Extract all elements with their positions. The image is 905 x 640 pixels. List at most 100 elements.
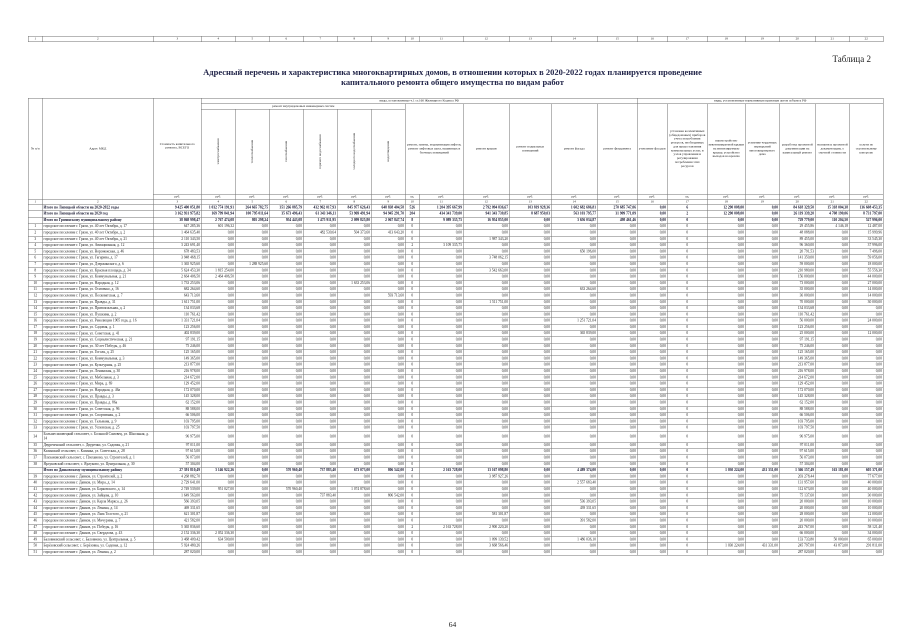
table-row: 35 Двуреченский сельсовет, с. Двуречки, у… [28,441,884,449]
value-cell: 0,00 [419,430,464,443]
value-cell: 0,00 [637,548,668,556]
table-row: 38 Ярлуковский сельсовет, с. Ярлуково, ул… [28,460,884,468]
value-cell: 0,00 [848,430,884,443]
continuation-strip: 1 2 3 4 5 6 7 8 9 10 11 12 13 14 15 16 17 18 19 20 21 22 [28,36,884,42]
table-row: 34 Большесамовецкий сельсовет, с. Большой… [28,430,884,443]
value-cell: 0,00 [848,548,884,556]
table-caption: Таблица 2 [832,54,872,64]
table-row: 10 городское поселение г. Грязи, ул. Наро… [28,279,884,287]
table-row: 11 городское поселение г. Грязи, ул. Осип… [28,286,884,293]
col-header-basement: ремонт подвальных помещений [509,103,552,195]
value-cell: 0,00 [371,548,406,556]
subtotal-row: Итого по Данковскому муниципальному райо… [28,467,884,474]
column-number-cell: 20 [779,36,816,42]
table-row: 41 городское поселение г. Данков, ул. Бар… [28,485,884,493]
address-cell: Большесамовецкий сельсовет, с. Большой С… [42,430,154,443]
table-row: 33 городское поселение г. Грязи, ул. Успе… [28,424,884,432]
table-header: № п/п Адрес МКД Стоимость капитального р… [28,97,884,205]
col-header-roof-conversion: переустройство невентилируемой крыши на … [707,103,746,195]
value-cell: 0,00 [815,548,850,556]
table-row: 5 городское поселение г. Грязи, ул. Ворон… [28,248,884,256]
col-header-system: водоотведения [371,108,406,195]
value-cell: 287 020,00 [779,548,816,556]
page-title: Адресный перечень и характеристика много… [0,67,905,87]
column-number-cell: 21 [815,36,850,42]
value-cell: 96 975,00 [779,430,816,443]
column-number-cell: 11 [419,36,464,42]
value-cell: 0 [405,430,420,443]
column-number-cell: 19 [745,36,780,42]
col-header-expertise: экспертиза проектной документации, о сме… [815,103,850,195]
column-number-cell: 8 [337,36,372,42]
table-row: 17 городское поселение г. Грязи, ул. Садо… [28,323,884,331]
table-row: 28 городское поселение г. Грязи, ул. Прав… [28,393,884,400]
table-row: 26 городское поселение г. Грязи, ул. Мира… [28,380,884,388]
column-number-cell: 17 [667,36,708,42]
value-cell: 0,00 [337,548,372,556]
row-number-cell: 34 [28,430,43,443]
table-row: 44 городское поселение г. Данков, ул. Лен… [28,504,884,512]
value-cell: 0,00 [745,548,780,556]
table-row: 20 городское поселение г. Грязи, ул. 30 л… [28,342,884,350]
table-row: 22 городское поселение г. Грязи, ул. Комм… [28,355,884,363]
column-number-cell: 12 [463,36,510,42]
table-row: 27 городское поселение г. Грязи, ул. Наро… [28,386,884,394]
value-cell: 0,00 [745,430,780,443]
value-cell: 0,00 [597,430,638,443]
subtotal-row: Итого по Липецкой области на 2020 год 3 1… [28,210,884,218]
table-row: 23 городское поселение г. Грязи, ул. Куль… [28,361,884,369]
system-columns-row: электроснабжения теплоснабжения газоснабже… [28,108,883,195]
table-row: 2 городское поселение г. Грязи, ул. 40 ле… [28,229,884,237]
value-cell: 0,00 [463,430,510,443]
value-cell: 0,00 [815,430,850,443]
value-cell: 0,00 [235,548,270,556]
col-header-attic: усиление чердачных перекрытий многокварт… [745,103,780,195]
value-cell: 0 [405,548,420,556]
col-header-cost: Стоимость капитального ремонта, ВСЕГО [153,98,202,195]
table-row: 31 городское поселение г. Грязи, ул. Спор… [28,412,884,419]
value-cell: 0,00 [269,548,304,556]
column-number-cell: 22 [849,36,884,42]
value-cell: 0,00 [337,430,372,443]
col-header-system: электроснабжения [201,108,236,195]
col-header-design: разработка проектной документации на кап… [779,103,816,195]
table-row: 45 городское поселение г. Данков, ул. Льв… [28,511,884,518]
value-cell: 0,00 [201,548,236,556]
table-row: 51 городское поселение г. Данков, ул. Лен… [28,548,884,556]
table-body: Итого по Липецкой области на 2020-2022 г… [28,204,884,556]
column-number-cell: 10 [405,36,420,42]
value-cell: 0,00 [269,430,304,443]
continuation-strip-table: 1 2 3 4 5 6 7 8 9 10 11 12 13 14 15 16 17 18 19 20 21 22 [28,36,884,42]
main-table: № п/п Адрес МКД Стоимость капитального р… [28,97,884,556]
value-cell: 0,00 [463,548,510,556]
row-number-cell: 51 [28,548,43,556]
col-header-facade: ремонт фасада [551,103,598,195]
col-header-address: Адрес МКД [42,97,154,200]
table-row: 8 городское поселение г. Грязи, ул. Красн… [28,267,884,275]
column-number-cell: 4 [201,36,236,42]
value-cell: 287 020,00 [153,548,202,556]
value-cell: 0,00 [509,548,552,556]
column-number-cell: 6 [269,36,304,42]
column-number-cell: 5 [235,36,270,42]
value-cell: 0,00 [303,548,338,556]
col-header-num: № п/п [28,97,43,200]
column-number-cell: 14 [551,36,598,42]
main-table-wrap: № п/п Адрес МКД Стоимость капитального р… [28,97,884,556]
continuation-numbers-row: 1 2 3 4 5 6 7 8 9 10 11 12 13 14 15 16 17 18 19 20 21 22 [28,36,884,42]
value-cell: 0,00 [551,548,598,556]
value-cell: 0 [667,430,708,443]
column-number-cell: 2 [42,36,154,42]
page-title-line1: Адресный перечень и характеристика много… [203,67,702,77]
value-cell: 0,00 [419,548,464,556]
value-cell: 0,00 [637,430,668,443]
col-header-foundation: ремонт фундамента [597,103,638,195]
table-row: 42 городское поселение г. Данков, ул. Зай… [28,492,884,500]
table-row: 21 городское поселение г. Грязи, ул. Гого… [28,349,884,356]
column-number-cell: 18 [707,36,746,42]
table-row: 16 городское поселение г. Грязи, ул. Рево… [28,317,884,325]
column-number-cell: 1 [28,36,43,42]
column-number-cell: 16 [637,36,668,42]
table-row: 18 городское поселение г. Грязи, ул. Сове… [28,330,884,338]
